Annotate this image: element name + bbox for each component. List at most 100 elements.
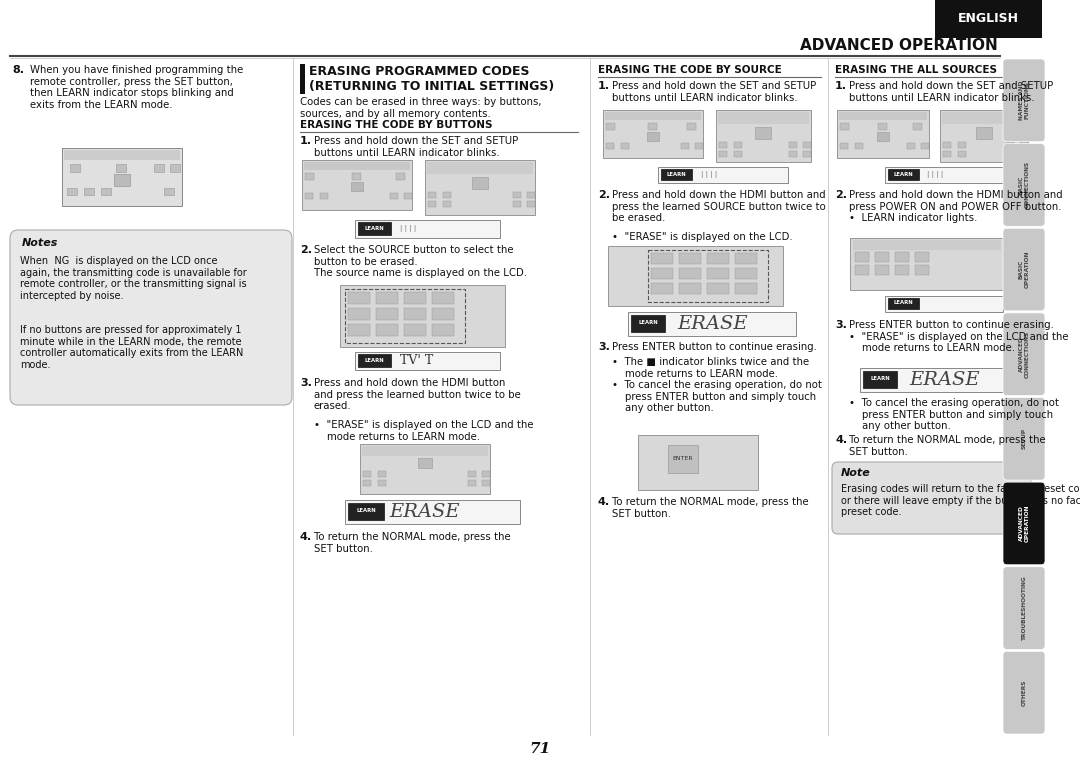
- FancyBboxPatch shape: [64, 150, 180, 160]
- FancyBboxPatch shape: [603, 110, 703, 158]
- Text: OTHERS: OTHERS: [1022, 680, 1026, 706]
- FancyBboxPatch shape: [70, 164, 80, 172]
- FancyBboxPatch shape: [940, 110, 1028, 162]
- FancyBboxPatch shape: [627, 312, 796, 336]
- Text: | | | |: | | | |: [701, 170, 717, 178]
- Text: LEARN: LEARN: [364, 226, 383, 230]
- FancyBboxPatch shape: [170, 164, 180, 172]
- FancyBboxPatch shape: [651, 253, 673, 264]
- Text: When you have finished programming the
remote controller, press the SET button,
: When you have finished programming the r…: [30, 65, 243, 110]
- Text: LEARN: LEARN: [893, 301, 913, 305]
- Text: ENTER: ENTER: [673, 456, 693, 462]
- FancyBboxPatch shape: [943, 151, 951, 157]
- FancyBboxPatch shape: [320, 193, 328, 199]
- FancyBboxPatch shape: [1003, 482, 1045, 565]
- Text: 2.: 2.: [598, 190, 610, 200]
- FancyBboxPatch shape: [418, 458, 432, 468]
- FancyBboxPatch shape: [468, 480, 476, 486]
- FancyBboxPatch shape: [432, 292, 454, 304]
- FancyBboxPatch shape: [348, 308, 370, 320]
- FancyBboxPatch shape: [718, 112, 809, 124]
- FancyBboxPatch shape: [404, 308, 426, 320]
- FancyBboxPatch shape: [855, 252, 869, 262]
- Text: ADVANCED OPERATION: ADVANCED OPERATION: [800, 38, 998, 53]
- Text: 2.: 2.: [835, 190, 847, 200]
- FancyBboxPatch shape: [1003, 228, 1045, 311]
- FancyBboxPatch shape: [513, 192, 521, 198]
- FancyBboxPatch shape: [303, 162, 410, 170]
- FancyBboxPatch shape: [363, 480, 372, 486]
- Text: Notes: Notes: [22, 238, 58, 248]
- FancyBboxPatch shape: [935, 0, 1042, 38]
- Text: 3.: 3.: [598, 342, 610, 352]
- FancyBboxPatch shape: [875, 252, 889, 262]
- Text: BASIC
OPERATION: BASIC OPERATION: [1018, 251, 1029, 288]
- FancyBboxPatch shape: [1003, 143, 1045, 227]
- Text: ADVANCED
OPERATION: ADVANCED OPERATION: [1018, 504, 1029, 542]
- FancyBboxPatch shape: [719, 151, 727, 157]
- FancyBboxPatch shape: [943, 142, 951, 148]
- FancyBboxPatch shape: [606, 123, 615, 130]
- FancyBboxPatch shape: [679, 253, 701, 264]
- FancyBboxPatch shape: [482, 480, 490, 486]
- FancyBboxPatch shape: [958, 151, 966, 157]
- FancyBboxPatch shape: [850, 238, 1005, 290]
- FancyBboxPatch shape: [638, 435, 758, 490]
- Text: 4.: 4.: [598, 497, 610, 507]
- FancyBboxPatch shape: [681, 143, 689, 149]
- FancyBboxPatch shape: [1003, 567, 1045, 649]
- FancyBboxPatch shape: [1020, 151, 1028, 157]
- Text: 3.: 3.: [300, 378, 312, 388]
- FancyBboxPatch shape: [428, 192, 436, 198]
- FancyBboxPatch shape: [428, 201, 436, 207]
- FancyBboxPatch shape: [352, 173, 361, 180]
- FancyBboxPatch shape: [804, 142, 811, 148]
- FancyBboxPatch shape: [527, 192, 535, 198]
- Text: Press and hold down the HDMI button and
press the learned SOURCE button twice to: Press and hold down the HDMI button and …: [612, 190, 826, 224]
- FancyBboxPatch shape: [915, 265, 929, 275]
- FancyBboxPatch shape: [907, 143, 915, 149]
- FancyBboxPatch shape: [378, 480, 386, 486]
- FancyBboxPatch shape: [300, 64, 305, 94]
- Text: NAMES AND
FUNCTIONS: NAMES AND FUNCTIONS: [1018, 81, 1029, 120]
- Text: •  The ■ indicator blinks twice and the
    mode returns to LEARN mode.
•  To ca: • The ■ indicator blinks twice and the m…: [612, 357, 822, 414]
- FancyBboxPatch shape: [154, 164, 164, 172]
- Text: 8.: 8.: [12, 65, 24, 75]
- FancyBboxPatch shape: [958, 142, 966, 148]
- Text: If no buttons are pressed for approximately 1
minute while in the LEARN mode, th: If no buttons are pressed for approximat…: [21, 325, 243, 370]
- FancyBboxPatch shape: [840, 123, 849, 130]
- Text: 2.: 2.: [300, 245, 312, 255]
- Text: To return the NORMAL mode, press the
SET button.: To return the NORMAL mode, press the SET…: [612, 497, 809, 519]
- FancyBboxPatch shape: [942, 112, 1026, 124]
- FancyBboxPatch shape: [755, 127, 771, 139]
- FancyBboxPatch shape: [877, 132, 889, 141]
- Text: LEARN: LEARN: [870, 376, 890, 382]
- FancyBboxPatch shape: [527, 201, 535, 207]
- FancyBboxPatch shape: [351, 182, 363, 191]
- Text: ERASING PROGRAMMED CODES
(RETURNING TO INITIAL SETTINGS): ERASING PROGRAMMED CODES (RETURNING TO I…: [309, 65, 554, 93]
- FancyBboxPatch shape: [305, 173, 314, 180]
- Text: LEARN: LEARN: [893, 172, 913, 176]
- FancyBboxPatch shape: [860, 368, 1020, 392]
- FancyBboxPatch shape: [432, 324, 454, 336]
- FancyBboxPatch shape: [513, 201, 521, 207]
- FancyBboxPatch shape: [1003, 398, 1045, 480]
- Text: TROUBLESHOOTING: TROUBLESHOOTING: [1022, 576, 1026, 640]
- FancyBboxPatch shape: [404, 193, 411, 199]
- FancyBboxPatch shape: [915, 252, 929, 262]
- FancyBboxPatch shape: [432, 308, 454, 320]
- Text: Press and hold down the SET and SETUP
buttons until LEARN indicator blinks.: Press and hold down the SET and SETUP bu…: [849, 81, 1053, 102]
- FancyBboxPatch shape: [719, 142, 727, 148]
- Text: •  "ERASE" is displayed on the LCD.: • "ERASE" is displayed on the LCD.: [612, 232, 793, 242]
- FancyBboxPatch shape: [716, 110, 811, 162]
- FancyBboxPatch shape: [913, 123, 922, 130]
- FancyBboxPatch shape: [355, 220, 500, 238]
- FancyBboxPatch shape: [669, 445, 698, 473]
- Text: 1.: 1.: [598, 81, 610, 91]
- FancyBboxPatch shape: [855, 265, 869, 275]
- Text: Codes can be erased in three ways: by buttons,
sources, and by all memory conten: Codes can be erased in three ways: by bu…: [300, 97, 541, 118]
- FancyBboxPatch shape: [648, 123, 657, 130]
- FancyBboxPatch shape: [853, 240, 1001, 250]
- Text: ERASING THE ALL SOURCES: ERASING THE ALL SOURCES: [835, 65, 997, 75]
- FancyBboxPatch shape: [707, 253, 729, 264]
